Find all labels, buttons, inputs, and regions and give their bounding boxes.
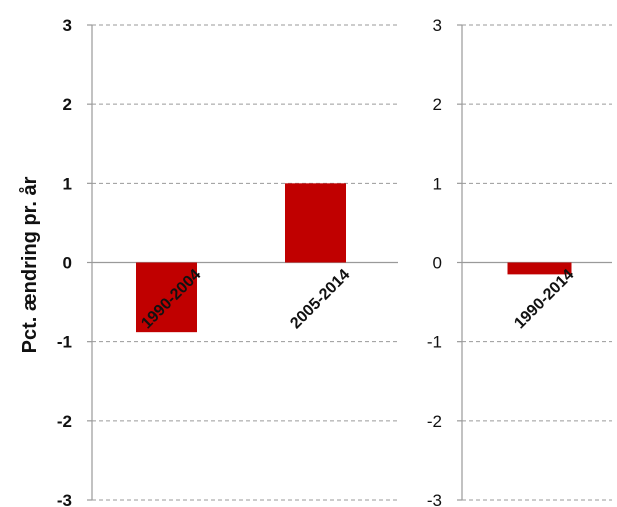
y-tick-label: 2 — [433, 95, 442, 114]
y-tick-label: -2 — [57, 412, 72, 431]
y-tick-label: -2 — [427, 412, 442, 431]
bar — [507, 262, 572, 275]
y-tick-label: 1 — [63, 174, 72, 193]
y-tick-label: -3 — [427, 491, 442, 507]
y-tick-label: 3 — [433, 16, 442, 35]
y-tick-label: 1 — [433, 174, 442, 193]
y-tick-label: -1 — [57, 333, 72, 352]
y-axis-label: Pct. ændring pr. år — [18, 176, 41, 353]
y-tick-label: 3 — [63, 16, 72, 35]
bar — [136, 262, 197, 333]
right-panel: 3 2 1 0 -1 -2 -3 1990-2014 — [427, 16, 612, 507]
y-tick-label: -1 — [427, 333, 442, 352]
y-tick-label: 0 — [433, 254, 442, 273]
y-tick-label: 2 — [63, 95, 72, 114]
y-tick-label: -3 — [57, 491, 72, 507]
y-tick-label: 0 — [63, 254, 72, 273]
x-category-label: 1990-2014 — [511, 266, 577, 332]
bar — [285, 183, 346, 263]
x-category-label: 2005-2014 — [287, 266, 353, 332]
